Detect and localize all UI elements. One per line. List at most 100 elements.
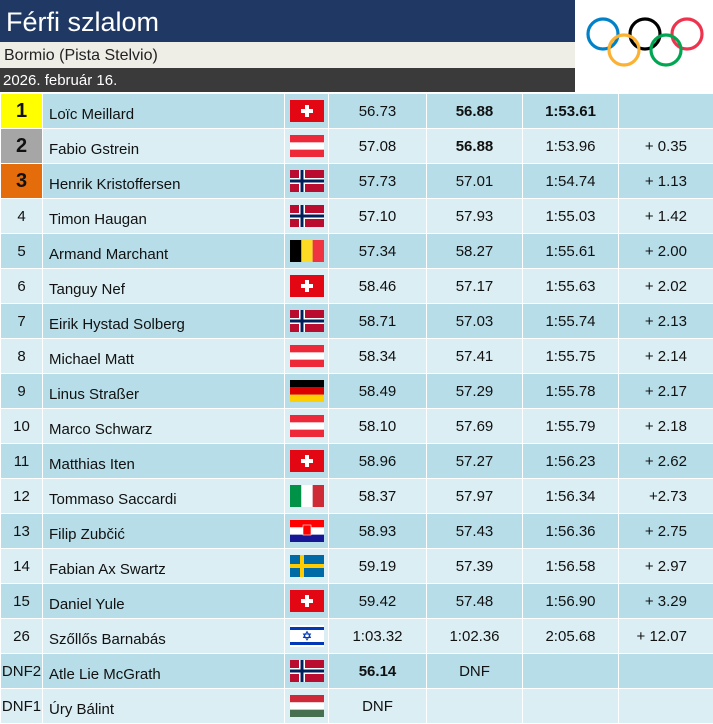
- flag-nor-icon: [290, 170, 324, 192]
- rank-cell: DNF2: [1, 654, 43, 689]
- time-difference: + 1.42: [619, 199, 713, 234]
- run2-time: 57.03: [427, 304, 523, 339]
- flag-cell: [285, 584, 329, 619]
- flag-nor-icon: [290, 205, 324, 227]
- run1-time: 58.49: [329, 374, 427, 409]
- athlete-name: Tommaso Saccardi: [43, 479, 285, 514]
- run1-time: 57.10: [329, 199, 427, 234]
- flag-nor-icon: [290, 310, 324, 332]
- run2-time: 57.01: [427, 164, 523, 199]
- run2-time: 57.97: [427, 479, 523, 514]
- time-difference: +2.73: [619, 479, 713, 514]
- athlete-name: Úry Bálint: [43, 689, 285, 724]
- run1-time: 56.14: [329, 654, 427, 689]
- run2-time: 57.39: [427, 549, 523, 584]
- total-time: 1:56.58: [523, 549, 619, 584]
- athlete-name: Michael Matt: [43, 339, 285, 374]
- run1-time: 59.42: [329, 584, 427, 619]
- athlete-name: Atle Lie McGrath: [43, 654, 285, 689]
- total-time: 1:53.61: [523, 94, 619, 129]
- rank-cell: 5: [1, 234, 43, 269]
- athlete-name: Armand Marchant: [43, 234, 285, 269]
- total-time: 1:53.96: [523, 129, 619, 164]
- time-difference: + 2.17: [619, 374, 713, 409]
- rank-cell: 2: [1, 129, 43, 164]
- flag-cell: [285, 689, 329, 724]
- rank-cell: 15: [1, 584, 43, 619]
- rank-cell: 4: [1, 199, 43, 234]
- total-time: 1:56.36: [523, 514, 619, 549]
- athlete-name: Daniel Yule: [43, 584, 285, 619]
- run2-time: 57.41: [427, 339, 523, 374]
- flag-cell: [285, 234, 329, 269]
- time-difference: + 2.97: [619, 549, 713, 584]
- time-difference: + 2.75: [619, 514, 713, 549]
- flag-cell: [285, 654, 329, 689]
- rank-cell: 7: [1, 304, 43, 339]
- rank-cell: 8: [1, 339, 43, 374]
- header: Férfi szlalom Bormio (Pista Stelvio) 202…: [0, 0, 575, 92]
- run1-time: 59.19: [329, 549, 427, 584]
- athlete-name: Szőllős Barnabás: [43, 619, 285, 654]
- rank-cell: 9: [1, 374, 43, 409]
- time-difference: + 1.13: [619, 164, 713, 199]
- total-time: 1:56.34: [523, 479, 619, 514]
- flag-aut-icon: [290, 135, 324, 157]
- time-difference: [619, 94, 713, 129]
- flag-cell: [285, 444, 329, 479]
- run2-time: 56.88: [427, 94, 523, 129]
- time-difference: + 2.62: [619, 444, 713, 479]
- athlete-name: Fabian Ax Swartz: [43, 549, 285, 584]
- date-label: 2026. február 16.: [0, 68, 575, 92]
- flag-sui-icon: [290, 275, 324, 297]
- total-time: 1:56.90: [523, 584, 619, 619]
- run2-time: 57.93: [427, 199, 523, 234]
- time-difference: + 12.07: [619, 619, 713, 654]
- total-time: 1:55.63: [523, 269, 619, 304]
- flag-sui-icon: [290, 100, 324, 122]
- total-time: 1:55.78: [523, 374, 619, 409]
- run2-time: 57.17: [427, 269, 523, 304]
- flag-nor-icon: [290, 660, 324, 682]
- run1-time: 57.34: [329, 234, 427, 269]
- flag-cell: [285, 514, 329, 549]
- athlete-name: Timon Haugan: [43, 199, 285, 234]
- time-difference: + 2.00: [619, 234, 713, 269]
- run2-time: 57.43: [427, 514, 523, 549]
- run1-time: 58.71: [329, 304, 427, 339]
- total-time: [523, 689, 619, 724]
- flag-cell: [285, 479, 329, 514]
- athlete-name: Filip Zubčić: [43, 514, 285, 549]
- time-difference: + 3.29: [619, 584, 713, 619]
- run2-time: DNF: [427, 654, 523, 689]
- flag-bel-icon: [290, 240, 324, 262]
- run2-time: [427, 689, 523, 724]
- total-time: 1:54.74: [523, 164, 619, 199]
- run2-time: 58.27: [427, 234, 523, 269]
- rank-cell: 3: [1, 164, 43, 199]
- flag-aut-icon: [290, 415, 324, 437]
- athlete-name: Matthias Iten: [43, 444, 285, 479]
- time-difference: + 2.13: [619, 304, 713, 339]
- athlete-name: Eirik Hystad Solberg: [43, 304, 285, 339]
- time-difference: [619, 654, 713, 689]
- run1-time: 58.37: [329, 479, 427, 514]
- run1-time: 58.96: [329, 444, 427, 479]
- run2-time: 56.88: [427, 129, 523, 164]
- flag-ita-icon: [290, 485, 324, 507]
- run2-time: 1:02.36: [427, 619, 523, 654]
- run1-time: 57.73: [329, 164, 427, 199]
- total-time: 1:55.03: [523, 199, 619, 234]
